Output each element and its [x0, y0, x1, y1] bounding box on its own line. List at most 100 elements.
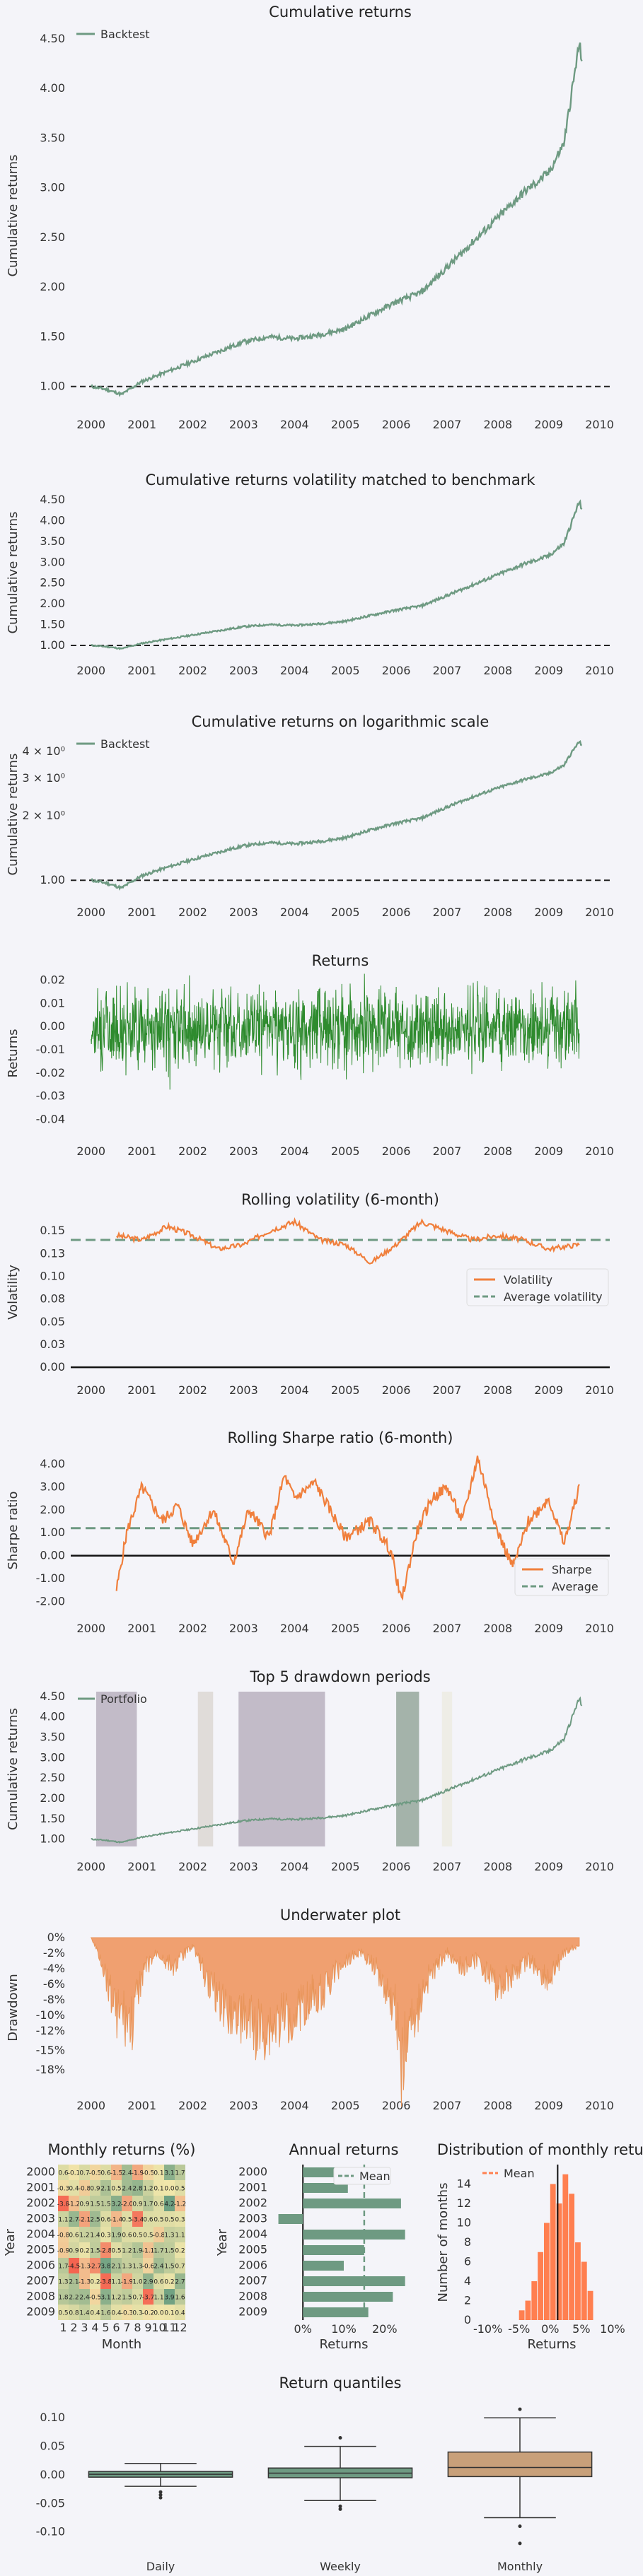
heatmap-cell: [90, 2227, 100, 2242]
x-tick-label: 2009: [534, 2099, 563, 2112]
heatmap-value: -3.8: [100, 2278, 112, 2285]
heatmap-value: 0.5: [175, 2185, 185, 2192]
heatmap-value: 0.6: [153, 2278, 164, 2285]
heatmap-cell: [79, 2196, 90, 2211]
x-tick-label: 2006: [382, 906, 411, 919]
heatmap-value: 0.5: [111, 2185, 121, 2192]
x-tick-label: 2004: [280, 2099, 309, 2112]
heatmap-cell: [69, 2180, 79, 2196]
heatmap-value: 1.7: [58, 2263, 68, 2270]
heatmap-cell: [100, 2289, 111, 2305]
heatmap-cell: [79, 2180, 90, 2196]
y-tick-label: 1.50: [40, 329, 65, 343]
y-tick-label: 3.50: [40, 534, 65, 548]
x-tick-label: 10%: [331, 2322, 357, 2336]
y-tick-label: 2001: [26, 2180, 55, 2194]
histogram-bar: [519, 2310, 525, 2320]
x-tick-label: 2009: [534, 418, 563, 431]
y-tick-label: 1.00: [40, 638, 65, 652]
y-tick-label: 12: [457, 2196, 471, 2210]
heatmap-cell: [122, 2289, 132, 2305]
y-axis-label: Returns: [6, 1029, 21, 1077]
heatmap-value: -1.3: [79, 2278, 91, 2285]
y-tick-label: -0.02: [36, 1066, 65, 1079]
heatmap-cell: [143, 2289, 153, 2305]
flier: [158, 2490, 163, 2494]
y-tick-label: 0.00: [40, 1360, 65, 1374]
heatmap-cell: [79, 2258, 90, 2273]
heatmap-value: 0.6: [100, 2170, 111, 2177]
panel-dd: Top 5 drawdown periods Cumulative returns…: [6, 1668, 614, 1873]
x-tick-label: Monthly: [497, 2560, 543, 2573]
heatmap-cell: [164, 2180, 175, 2196]
heatmap-cell: [153, 2258, 164, 2273]
x-tick-label: 2007: [433, 2099, 462, 2112]
y-tick-label: -4%: [43, 1962, 65, 1975]
x-tick-label: 8: [134, 2321, 141, 2334]
chart-title: Return quantiles: [279, 2375, 402, 2391]
y-tick-label: -0.03: [36, 1089, 65, 1103]
heatmap-value: 2.7: [69, 2216, 79, 2223]
heatmap-value: 1.8: [58, 2294, 69, 2301]
x-tick-label: 2008: [483, 664, 512, 677]
y-tick-label: -0.04: [36, 1113, 65, 1126]
heatmap-cell: [153, 2227, 164, 2242]
heatmap-value: -1.1: [142, 2247, 155, 2254]
heatmap-cell: [69, 2242, 79, 2258]
x-tick-label: 2010: [585, 906, 614, 919]
heatmap-cell: [90, 2180, 100, 2196]
heatmap-value: 3.9: [164, 2294, 175, 2301]
x-tick-label: 2008: [483, 1144, 512, 1158]
panel-rvol: Rolling volatility (6-month) Volatility 0.…: [6, 1191, 614, 1397]
y-axis-label: Cumulative returns: [6, 1708, 21, 1830]
heatmap-value: 0.6: [122, 2232, 132, 2239]
heatmap-cell: [90, 2273, 100, 2289]
x-tick-label: 2000: [76, 1622, 105, 1635]
heatmap-value: -0.9: [57, 2247, 70, 2254]
x-tick-label: 7: [123, 2321, 130, 2334]
x-tick-label: 5%: [572, 2322, 590, 2336]
legend-box: [514, 1558, 609, 1596]
heatmap-value: 1.5: [122, 2294, 132, 2301]
heatmap-cell: [79, 2273, 90, 2289]
heatmap-value: 1.3: [164, 2232, 174, 2239]
heatmap-cell: [111, 2227, 122, 2242]
heatmap-cell: [69, 2227, 79, 2242]
heatmap-value: 2.5: [90, 2216, 100, 2223]
x-tick-label: 2005: [331, 906, 360, 919]
y-tick-label: 2002: [26, 2196, 55, 2209]
heatmap-cell: [143, 2305, 153, 2320]
x-tick-label: 2010: [585, 1860, 614, 1873]
heatmap-cell: [111, 2196, 122, 2211]
x-axis-label: Month: [102, 2337, 141, 2352]
flier: [518, 2407, 522, 2411]
heatmap-value: 0.5: [122, 2216, 132, 2223]
heatmap-cell: [164, 2258, 175, 2273]
heatmap-cell: [58, 2211, 69, 2227]
x-tick-label: 2002: [178, 418, 207, 431]
legend-label: Average: [552, 1580, 598, 1593]
y-tick-label: 3.00: [40, 1480, 65, 1494]
heatmap-value: 0.4: [90, 2309, 100, 2317]
x-tick-label: 2009: [534, 1144, 563, 1158]
heatmap-cell: [79, 2242, 90, 2258]
heatmap-value: -0.3: [57, 2185, 70, 2192]
heatmap-value: 1.3: [122, 2263, 132, 2270]
heatmap-value: 1.5: [90, 2247, 100, 2254]
x-tick-label: 2001: [127, 1622, 156, 1635]
y-tick-label: 3.00: [40, 1750, 65, 1764]
heatmap-value: 0.2: [164, 2278, 174, 2285]
legend-label: Mean: [359, 2170, 390, 2183]
heatmap-value: -4.5: [68, 2263, 81, 2270]
y-tick-label: 4.00: [40, 1457, 65, 1470]
heatmap-cell: [153, 2211, 164, 2227]
heatmap-value: 1.5: [100, 2201, 110, 2208]
heatmap-value: 1.4: [79, 2309, 90, 2317]
x-tick-label: 2007: [433, 1144, 462, 1158]
heatmap-value: 1.6: [175, 2294, 185, 2301]
chart-title: Cumulative returns: [269, 4, 412, 21]
y-tick-label: 0%: [47, 1931, 65, 1944]
